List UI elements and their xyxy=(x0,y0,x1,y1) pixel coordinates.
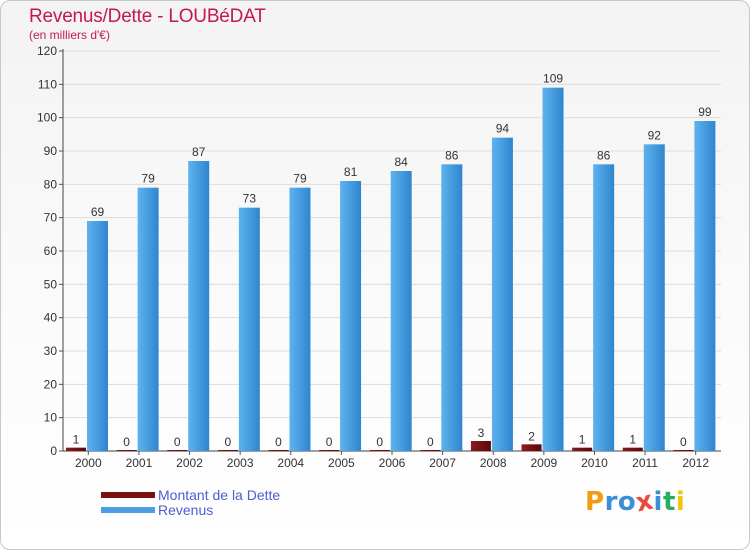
x-tick-label: 2007 xyxy=(429,456,456,470)
revenue-bar xyxy=(87,221,108,451)
legend-swatch-revenue xyxy=(101,506,155,513)
revenue-bar xyxy=(643,144,665,452)
debt-value-label: 1 xyxy=(579,433,586,447)
logo-letter: r xyxy=(604,487,618,517)
debt-value-label: 0 xyxy=(225,435,232,449)
y-tick-label: 60 xyxy=(44,244,58,258)
y-tick-label: 110 xyxy=(38,77,57,91)
revenue-value-label: 87 xyxy=(192,145,206,159)
legend-label-revenue: Revenus xyxy=(158,501,214,518)
x-tick-label: 2000 xyxy=(75,456,102,470)
x-tick-label: 2012 xyxy=(682,456,709,470)
logo-letter: i xyxy=(653,487,663,517)
revenue-value-label: 86 xyxy=(597,148,611,162)
y-tick-label: 30 xyxy=(44,344,58,358)
debt-bar xyxy=(268,450,289,451)
chart-subtitle: (en milliers d'€) xyxy=(29,28,110,42)
revenue-value-label: 94 xyxy=(496,122,510,136)
debt-value-label: 0 xyxy=(123,435,130,449)
revenue-bar xyxy=(188,161,210,451)
revenue-bar xyxy=(390,171,412,451)
revenue-value-label: 92 xyxy=(648,128,662,142)
revenue-bar xyxy=(441,164,463,452)
x-tick-label: 2005 xyxy=(328,456,355,470)
debt-bar xyxy=(116,450,137,451)
revenue-bar xyxy=(238,207,260,451)
legend-label-debt: Montant de la Dette xyxy=(158,486,281,503)
debt-bar xyxy=(319,450,340,451)
legend-item-revenue: Revenus xyxy=(101,501,280,518)
debt-value-label: 0 xyxy=(680,435,687,449)
x-tick-label: 2004 xyxy=(277,456,304,470)
logo-letter: P xyxy=(585,487,605,517)
y-tick-label: 0 xyxy=(50,444,57,458)
debt-bar xyxy=(673,450,694,451)
x-tick-label: 2002 xyxy=(176,456,203,470)
x-tick-label: 2009 xyxy=(530,456,557,470)
revenue-bar xyxy=(340,181,362,451)
debt-value-label: 2 xyxy=(528,429,535,443)
x-tick-label: 2011 xyxy=(632,456,658,470)
revenue-bar xyxy=(137,187,159,451)
revenue-value-label: 84 xyxy=(395,155,409,169)
debt-value-label: 3 xyxy=(478,426,485,440)
x-tick-label: 2010 xyxy=(581,456,608,470)
revenue-bar xyxy=(491,137,513,451)
y-tick-label: 40 xyxy=(44,311,58,325)
logo-letter: t xyxy=(662,487,676,517)
y-tick-label: 80 xyxy=(44,177,58,191)
debt-bar xyxy=(217,450,238,451)
revenue-bar xyxy=(593,164,615,452)
revenue-value-label: 79 xyxy=(141,172,155,186)
debt-bar xyxy=(521,444,542,451)
debt-value-label: 0 xyxy=(427,435,434,449)
revenue-value-label: 86 xyxy=(445,148,459,162)
y-tick-label: 10 xyxy=(44,411,58,425)
logo-letter: o xyxy=(617,487,637,517)
debt-bar xyxy=(369,450,390,451)
debt-bar xyxy=(622,447,643,451)
legend-swatch-debt xyxy=(101,491,155,498)
revenue-value-label: 79 xyxy=(293,172,307,186)
x-tick-label: 2003 xyxy=(227,456,254,470)
revenue-value-label: 69 xyxy=(91,205,105,219)
y-tick-label: 70 xyxy=(44,211,58,225)
revenue-bar xyxy=(289,187,311,451)
y-tick-label: 100 xyxy=(37,111,57,125)
debt-bar xyxy=(420,450,441,451)
debt-value-label: 1 xyxy=(629,433,636,447)
debt-value-label: 0 xyxy=(376,435,383,449)
y-tick-label: 90 xyxy=(44,144,58,158)
revenue-bar xyxy=(542,87,564,452)
y-tick-label: 50 xyxy=(44,277,58,291)
revenue-value-label: 109 xyxy=(543,72,563,86)
revenue-value-label: 73 xyxy=(243,192,257,206)
revenue-bar xyxy=(694,121,716,451)
debt-bar xyxy=(66,447,86,451)
debt-value-label: 0 xyxy=(326,435,333,449)
debt-value-label: 0 xyxy=(275,435,282,449)
x-tick-label: 2006 xyxy=(379,456,406,470)
revenue-value-label: 81 xyxy=(344,165,358,179)
proxiti-logo: Proxiti xyxy=(585,486,686,519)
logo-letter: i xyxy=(675,487,686,517)
debt-bar xyxy=(572,447,593,451)
debt-value-label: 0 xyxy=(174,435,181,449)
y-tick-label: 120 xyxy=(37,44,57,58)
revenue-value-label: 99 xyxy=(698,105,712,119)
x-tick-label: 2008 xyxy=(480,456,507,470)
legend: Montant de la Dette Revenus xyxy=(101,486,281,518)
chart-title: Revenus/Dette - LOUBéDAT xyxy=(29,6,266,27)
x-tick-label: 2001 xyxy=(126,456,153,470)
legend-item-debt: Montant de la Dette xyxy=(101,486,281,503)
y-tick-label: 20 xyxy=(44,377,58,391)
debt-value-label: 1 xyxy=(73,433,80,447)
debt-bar xyxy=(470,441,491,451)
debt-bar xyxy=(167,450,188,451)
